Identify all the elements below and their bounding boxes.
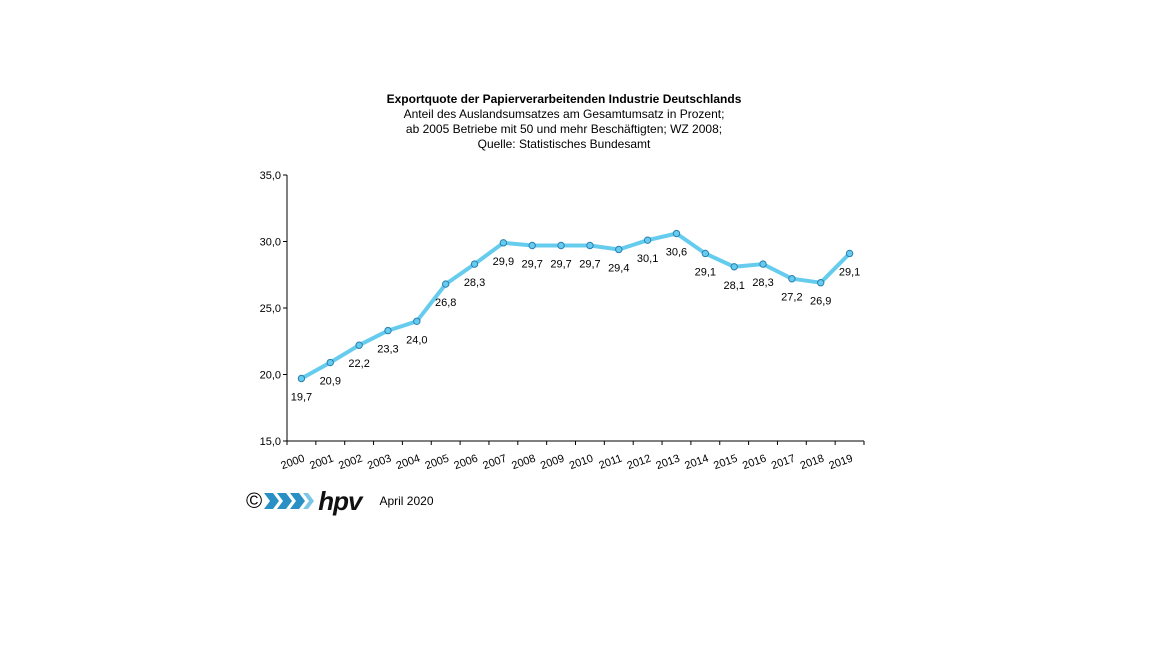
data-point <box>817 279 825 287</box>
data-label: 29,9 <box>493 256 514 268</box>
data-label: 23,3 <box>377 344 398 356</box>
chart-subtitle-3: Quelle: Statistisches Bundesamt <box>477 137 651 151</box>
data-label: 26,8 <box>435 297 456 309</box>
hpv-logo-text: hpv <box>318 485 362 516</box>
data-point <box>384 326 392 335</box>
x-tick-label: 2014 <box>683 453 710 473</box>
chart-subtitle-1: Anteil des Auslandsumsatzes am Gesamtums… <box>403 107 725 121</box>
data-label: 27,2 <box>781 292 802 304</box>
x-tick-label: 2002 <box>337 453 364 473</box>
data-point <box>470 260 479 268</box>
data-point <box>643 236 652 244</box>
chart-titles: Exportquote der Papierverarbeitenden Ind… <box>260 92 868 152</box>
x-tick-label: 2000 <box>279 453 306 473</box>
data-point <box>730 263 738 271</box>
chart-subtitle-2: ab 2005 Betriebe mit 50 und mehr Beschäf… <box>405 122 723 136</box>
data-label: 24,0 <box>406 334 427 346</box>
x-tick-label: 2015 <box>712 453 739 473</box>
data-point <box>845 249 854 258</box>
copyright-symbol: © <box>246 488 263 513</box>
data-label: 29,4 <box>608 262 629 274</box>
y-tick-label: 30,0 <box>260 237 281 249</box>
x-tick-label: 2013 <box>654 453 681 473</box>
x-tick-label: 2012 <box>626 453 653 473</box>
data-point <box>441 280 450 288</box>
x-tick-label: 2008 <box>510 453 537 473</box>
data-point <box>355 341 363 349</box>
data-label: 30,1 <box>637 253 658 265</box>
data-label: 29,7 <box>579 258 600 270</box>
data-label: 19,7 <box>291 391 312 403</box>
publication-date: April 2020 <box>379 494 434 508</box>
x-tick-label: 2004 <box>395 453 422 473</box>
series-line <box>299 231 852 381</box>
data-point <box>672 229 681 238</box>
data-point <box>759 260 767 268</box>
data-label: 20,9 <box>320 376 341 388</box>
data-point <box>297 374 306 383</box>
data-point <box>413 317 421 325</box>
y-tick-label: 35,0 <box>260 170 281 182</box>
data-label: 29,7 <box>522 258 543 270</box>
data-point <box>528 241 536 250</box>
data-label: 26,9 <box>810 296 831 308</box>
x-tick-label: 2010 <box>568 453 595 473</box>
data-label: 28,1 <box>723 280 744 292</box>
x-tick-label: 2016 <box>741 453 768 473</box>
data-point <box>615 245 623 254</box>
data-label: 28,3 <box>752 277 773 289</box>
y-tick-label: 15,0 <box>260 436 281 448</box>
y-tick-label: 25,0 <box>260 303 281 315</box>
data-point <box>586 241 594 250</box>
data-label: 29,1 <box>695 266 716 278</box>
data-point <box>326 358 334 367</box>
data-point <box>499 239 508 247</box>
data-point <box>701 249 710 258</box>
y-tick-label: 20,0 <box>260 370 281 382</box>
x-tick-label: 2009 <box>539 453 566 473</box>
data-label: 22,2 <box>348 358 369 370</box>
data-label: 29,1 <box>839 266 860 278</box>
footer: © hpv April 2020 <box>246 486 434 516</box>
data-point <box>557 241 565 250</box>
data-point <box>788 275 796 283</box>
x-tick-label: 2006 <box>452 453 479 473</box>
data-label: 28,3 <box>464 277 485 289</box>
data-label: 29,7 <box>550 258 571 270</box>
x-tick-label: 2001 <box>308 453 335 473</box>
x-tick-label: 2003 <box>366 453 393 473</box>
data-label: 30,6 <box>666 247 687 259</box>
chart-title: Exportquote der Papierverarbeitenden Ind… <box>386 92 742 106</box>
x-tick-label: 2017 <box>770 453 797 473</box>
x-tick-label: 2007 <box>481 453 508 473</box>
x-tick-label: 2018 <box>799 453 826 473</box>
x-tick-label: 2019 <box>827 453 854 473</box>
x-tick-label: 2011 <box>597 453 623 472</box>
x-tick-label: 2005 <box>424 453 451 473</box>
hpv-logo-icon <box>264 490 315 512</box>
